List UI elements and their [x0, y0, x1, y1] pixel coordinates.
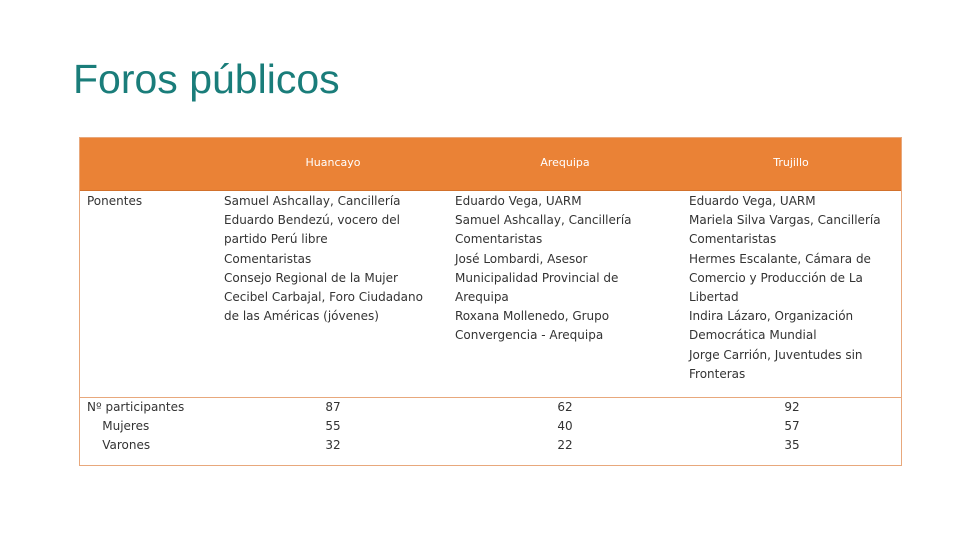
header-huancayo: Huancayo: [305, 156, 361, 169]
row-label-participantes: Nº participantes Mujeres Varones: [87, 400, 185, 453]
participantes-trujillo: 92 57 35: [784, 400, 800, 453]
row-divider: [80, 397, 901, 398]
participantes-huancayo: 87 55 32: [325, 400, 341, 453]
participantes-arequipa: 62 40 22: [557, 400, 573, 453]
header-arequipa: Arequipa: [540, 156, 590, 169]
slide-title: Foros públicos: [73, 56, 340, 102]
forums-table: Huancayo Arequipa Trujillo Ponentes Samu…: [79, 137, 902, 466]
row-label-ponentes: Ponentes: [87, 194, 143, 208]
header-trujillo: Trujillo: [773, 156, 809, 169]
table-header-row: Huancayo Arequipa Trujillo: [80, 138, 901, 191]
ponentes-arequipa: Eduardo Vega, UARM Samuel Ashcallay, Can…: [455, 194, 632, 343]
ponentes-trujillo: Eduardo Vega, UARM Mariela Silva Vargas,…: [689, 194, 881, 381]
ponentes-huancayo: Samuel Ashcallay, Cancillería Eduardo Be…: [224, 194, 423, 324]
